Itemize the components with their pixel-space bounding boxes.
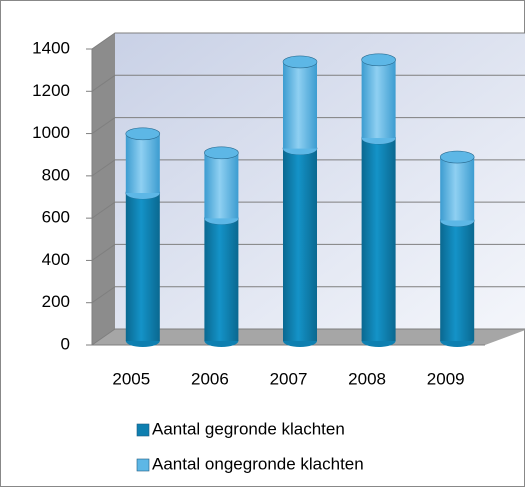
y-tick-label: 1200: [32, 81, 70, 100]
cylinder-top: [361, 53, 396, 67]
y-tick-label: 200: [42, 292, 70, 311]
x-tick-label: 2006: [191, 369, 229, 388]
legend-label: Aantal gegronde klachten: [152, 419, 345, 438]
bar: [283, 148, 317, 341]
cylinder-top: [125, 127, 161, 141]
cylinder-top: [282, 55, 318, 69]
grid-line: [91, 32, 525, 50]
x-tick-label: 2007: [270, 369, 308, 388]
x-tick-label: 2009: [427, 369, 465, 388]
bar: [440, 157, 475, 221]
bar: [204, 218, 239, 341]
cylinder-top: [204, 146, 239, 160]
bar: [125, 133, 160, 193]
bar: [125, 193, 160, 341]
x-tick-label: 2008: [348, 369, 386, 388]
legend-swatch: [136, 458, 150, 472]
side-wall: [92, 33, 115, 345]
bar: [440, 220, 475, 341]
y-tick-label: 800: [42, 165, 70, 184]
legend-label: Aantal ongegronde klachten: [152, 454, 364, 473]
x-tick-label: 2005: [112, 369, 150, 388]
bar: [283, 61, 317, 149]
cylinder-top: [439, 150, 475, 164]
bar: [361, 59, 396, 139]
y-tick-label: 600: [42, 208, 70, 227]
legend-swatch: [136, 423, 150, 437]
y-tick-label: 1000: [32, 123, 70, 142]
y-tick-label: 0: [61, 334, 70, 353]
bar: [361, 138, 396, 341]
y-tick-label: 1400: [32, 38, 70, 57]
bar: [204, 152, 239, 219]
y-tick-label: 400: [42, 250, 70, 269]
